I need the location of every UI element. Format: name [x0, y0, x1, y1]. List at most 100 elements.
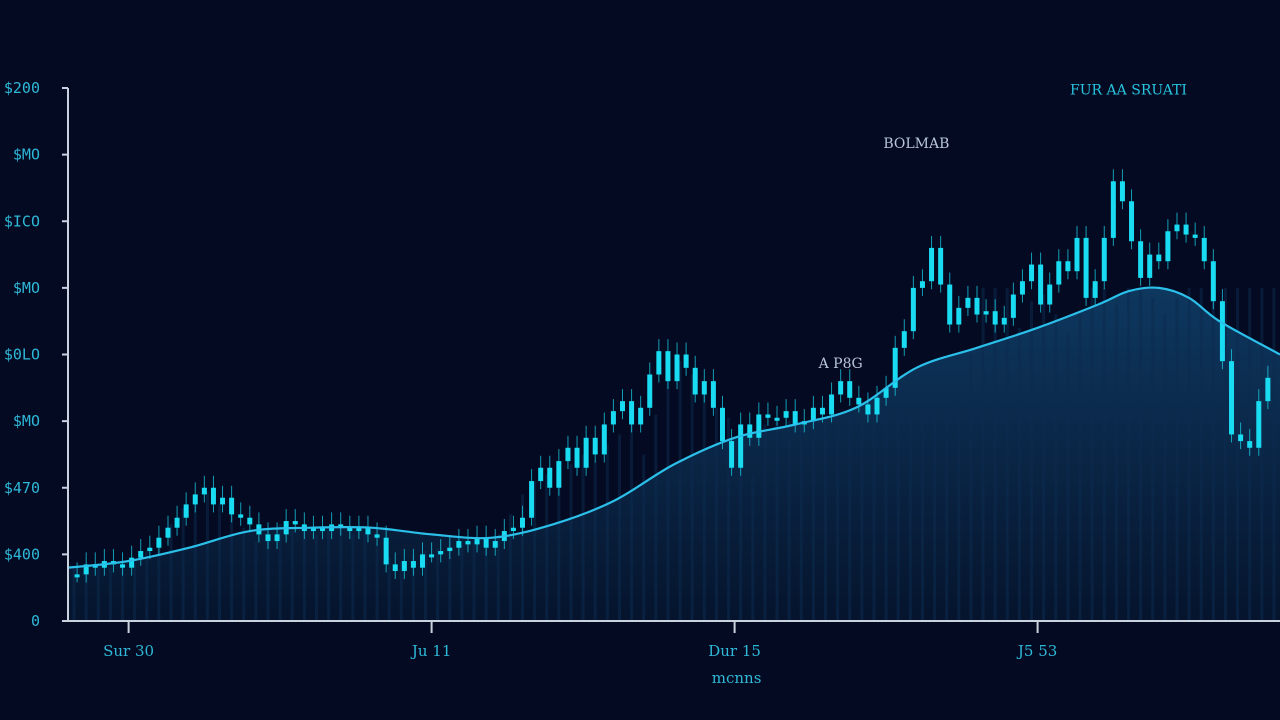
x-tick-label: Sur 30 [103, 642, 154, 660]
candle-body [810, 407, 816, 422]
candle-body [120, 564, 126, 568]
y-ticks-group: 0 $400 $470 $MO $0LO $MO $ICO $MO $200 [4, 79, 68, 630]
candle-body [683, 354, 689, 368]
candle-body [1101, 237, 1107, 282]
candle-body [1083, 237, 1089, 298]
candle-body [1174, 224, 1180, 232]
candle-body [610, 411, 616, 425]
candle-body [420, 554, 426, 568]
candle-body [1165, 231, 1171, 262]
candle-body [738, 424, 744, 468]
candle-body [465, 541, 471, 545]
candle-body [183, 504, 189, 518]
candle-body [138, 551, 144, 558]
candle-body [165, 527, 171, 538]
candle-body [883, 387, 889, 398]
candle-body [856, 397, 862, 405]
candle-body [565, 447, 571, 462]
candle-body [1047, 284, 1053, 305]
y-tick-label: $ICO [4, 212, 40, 230]
candle-body [665, 351, 671, 382]
candle-body [1092, 281, 1098, 298]
candle-body [1192, 234, 1198, 238]
candle-body [574, 447, 580, 468]
y-tick-label: $400 [4, 545, 40, 563]
candle-body [765, 414, 771, 418]
candle-body [974, 297, 980, 315]
candle-body [756, 414, 762, 438]
y-tick-label: $470 [4, 479, 40, 497]
candle-body [983, 311, 989, 315]
candle-body [956, 307, 962, 325]
annotation-label: A P8G [818, 356, 863, 372]
candle-body [910, 287, 916, 332]
candle-body [701, 381, 707, 395]
x-tick-label: J5 53 [1016, 642, 1057, 660]
candle-body [383, 537, 389, 565]
candle-body [829, 394, 835, 415]
candle-body [147, 547, 153, 552]
candle-body [865, 404, 871, 415]
candle-body [1210, 261, 1216, 302]
candle-body [510, 527, 516, 532]
candle-body [192, 494, 198, 505]
annotation-label: FUR AA SRUATI [1070, 83, 1187, 99]
candle-body [438, 551, 444, 555]
candle-body [292, 521, 298, 525]
candle-body [847, 381, 853, 398]
candle-body [1056, 261, 1062, 285]
x-tick-label: Ju 11 [410, 642, 452, 660]
candle-body [74, 574, 80, 578]
candle-body [929, 247, 935, 282]
candle-body [1147, 254, 1153, 278]
candle-body [1256, 401, 1262, 448]
candle-body [320, 527, 326, 532]
candle-body [374, 534, 380, 538]
candle-body [656, 351, 662, 375]
candle-body [1138, 241, 1144, 278]
candle-body [229, 497, 235, 515]
y-tick-label: $200 [4, 79, 40, 97]
candle-body [992, 311, 998, 325]
moving-average-group [67, 286, 1280, 569]
y-tick-label: $MO [13, 279, 40, 297]
candle-body [1065, 261, 1071, 272]
candle-body [692, 367, 698, 395]
candle-body [247, 517, 253, 525]
candle-body [392, 564, 398, 572]
candle-body [338, 524, 344, 528]
candle-body [719, 407, 725, 442]
candle-body [710, 381, 716, 408]
candle-body [774, 417, 780, 421]
candle-body [83, 564, 89, 575]
candle-body [938, 247, 944, 285]
annotation-label: BOLMAB [883, 136, 949, 152]
x-ticks-group: Sur 30 Ju 11 Dur 15 J5 53 [103, 621, 1057, 660]
y-tick-label: $MO [13, 412, 40, 430]
candle-body [1238, 434, 1244, 442]
candle-body [529, 481, 535, 518]
candle-body [1074, 237, 1080, 272]
candle-body [1110, 181, 1116, 238]
candles-group [74, 169, 1271, 583]
candle-body [274, 534, 280, 542]
candle-body [1010, 294, 1016, 318]
candle-body [129, 557, 135, 568]
candle-body [1229, 361, 1235, 435]
candle-body [447, 547, 453, 552]
candle-body [1119, 181, 1125, 202]
candle-body [220, 497, 226, 505]
candle-body [538, 467, 544, 482]
candle-body [401, 561, 407, 572]
candle-body [892, 347, 898, 388]
y-tick-label: $0LO [4, 346, 40, 364]
candle-body [901, 331, 907, 348]
candle-body [556, 461, 562, 488]
moving-average-line [67, 286, 1280, 569]
candle-body [520, 517, 525, 528]
candle-body [456, 541, 462, 548]
volume-stripes-group [72, 287, 1276, 621]
